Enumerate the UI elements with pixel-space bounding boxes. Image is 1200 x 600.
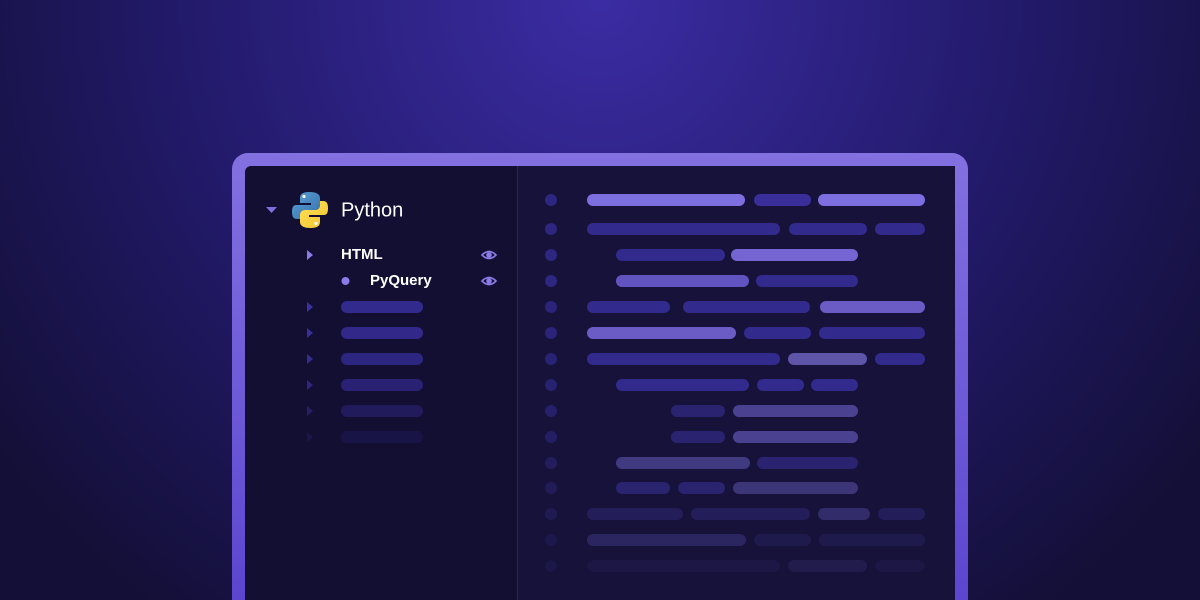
code-bar <box>754 194 811 206</box>
code-bar <box>818 508 870 520</box>
line-marker <box>545 534 557 546</box>
code-bar <box>875 353 925 365</box>
code-bar <box>756 275 858 287</box>
code-bar <box>789 223 867 235</box>
line-marker <box>545 405 557 417</box>
placeholder-bar <box>341 353 423 365</box>
code-bar <box>683 301 810 313</box>
code-bar <box>587 223 780 235</box>
code-bar <box>819 534 925 546</box>
tree-item-label: PyQuery <box>370 272 432 289</box>
python-logo <box>292 192 328 228</box>
code-bar <box>754 534 811 546</box>
placeholder-bar <box>341 405 423 417</box>
code-bar <box>671 431 725 443</box>
collapsed-arrow <box>307 406 313 416</box>
code-bar <box>878 508 925 520</box>
line-marker <box>545 508 557 520</box>
collapsed-arrow <box>307 432 313 442</box>
code-bar <box>587 353 780 365</box>
code-bar <box>616 249 725 261</box>
code-bar <box>744 327 811 339</box>
code-bar <box>587 534 746 546</box>
code-bar <box>587 560 780 572</box>
code-bar <box>757 379 804 391</box>
placeholder-bar <box>341 327 423 339</box>
code-bar <box>757 457 858 469</box>
code-bar <box>733 482 858 494</box>
expand-arrow <box>307 250 313 260</box>
code-bar <box>616 275 749 287</box>
tree-root-label: Python <box>341 199 403 221</box>
code-bar <box>678 482 725 494</box>
code-bar <box>616 457 750 469</box>
code-bar <box>587 194 745 206</box>
collapsed-arrow <box>307 328 313 338</box>
code-bar <box>811 379 858 391</box>
leaf-dot <box>341 277 350 285</box>
placeholder-bar <box>341 301 423 313</box>
line-marker <box>545 194 557 206</box>
code-bar <box>671 405 725 417</box>
line-marker <box>545 275 557 287</box>
code-bar <box>587 508 683 520</box>
code-bar <box>691 508 810 520</box>
code-bar <box>875 560 925 572</box>
line-marker <box>545 223 557 235</box>
line-marker <box>545 431 557 443</box>
code-bar <box>788 560 867 572</box>
collapsed-arrow <box>307 380 313 390</box>
line-marker <box>545 301 557 313</box>
code-bar <box>875 223 925 235</box>
expand-caret <box>266 207 277 213</box>
code-bar <box>820 301 925 313</box>
line-marker <box>545 560 557 572</box>
code-bar <box>616 482 670 494</box>
code-bar <box>788 353 867 365</box>
code-bar <box>818 194 925 206</box>
code-bar <box>616 379 749 391</box>
code-bar <box>819 327 925 339</box>
placeholder-bar <box>341 431 423 443</box>
line-marker <box>545 353 557 365</box>
tree-item-label: HTML <box>341 246 383 263</box>
line-marker <box>545 249 557 261</box>
code-bar <box>731 249 858 261</box>
line-marker <box>545 482 557 494</box>
code-bar <box>587 327 736 339</box>
line-marker <box>545 379 557 391</box>
code-bar <box>733 405 858 417</box>
eye-icon <box>480 250 498 260</box>
code-bar <box>587 301 670 313</box>
line-marker <box>545 457 557 469</box>
collapsed-arrow <box>307 302 313 312</box>
line-marker <box>545 327 557 339</box>
placeholder-bar <box>341 379 423 391</box>
code-bar <box>733 431 858 443</box>
eye-icon <box>480 276 498 286</box>
collapsed-arrow <box>307 354 313 364</box>
